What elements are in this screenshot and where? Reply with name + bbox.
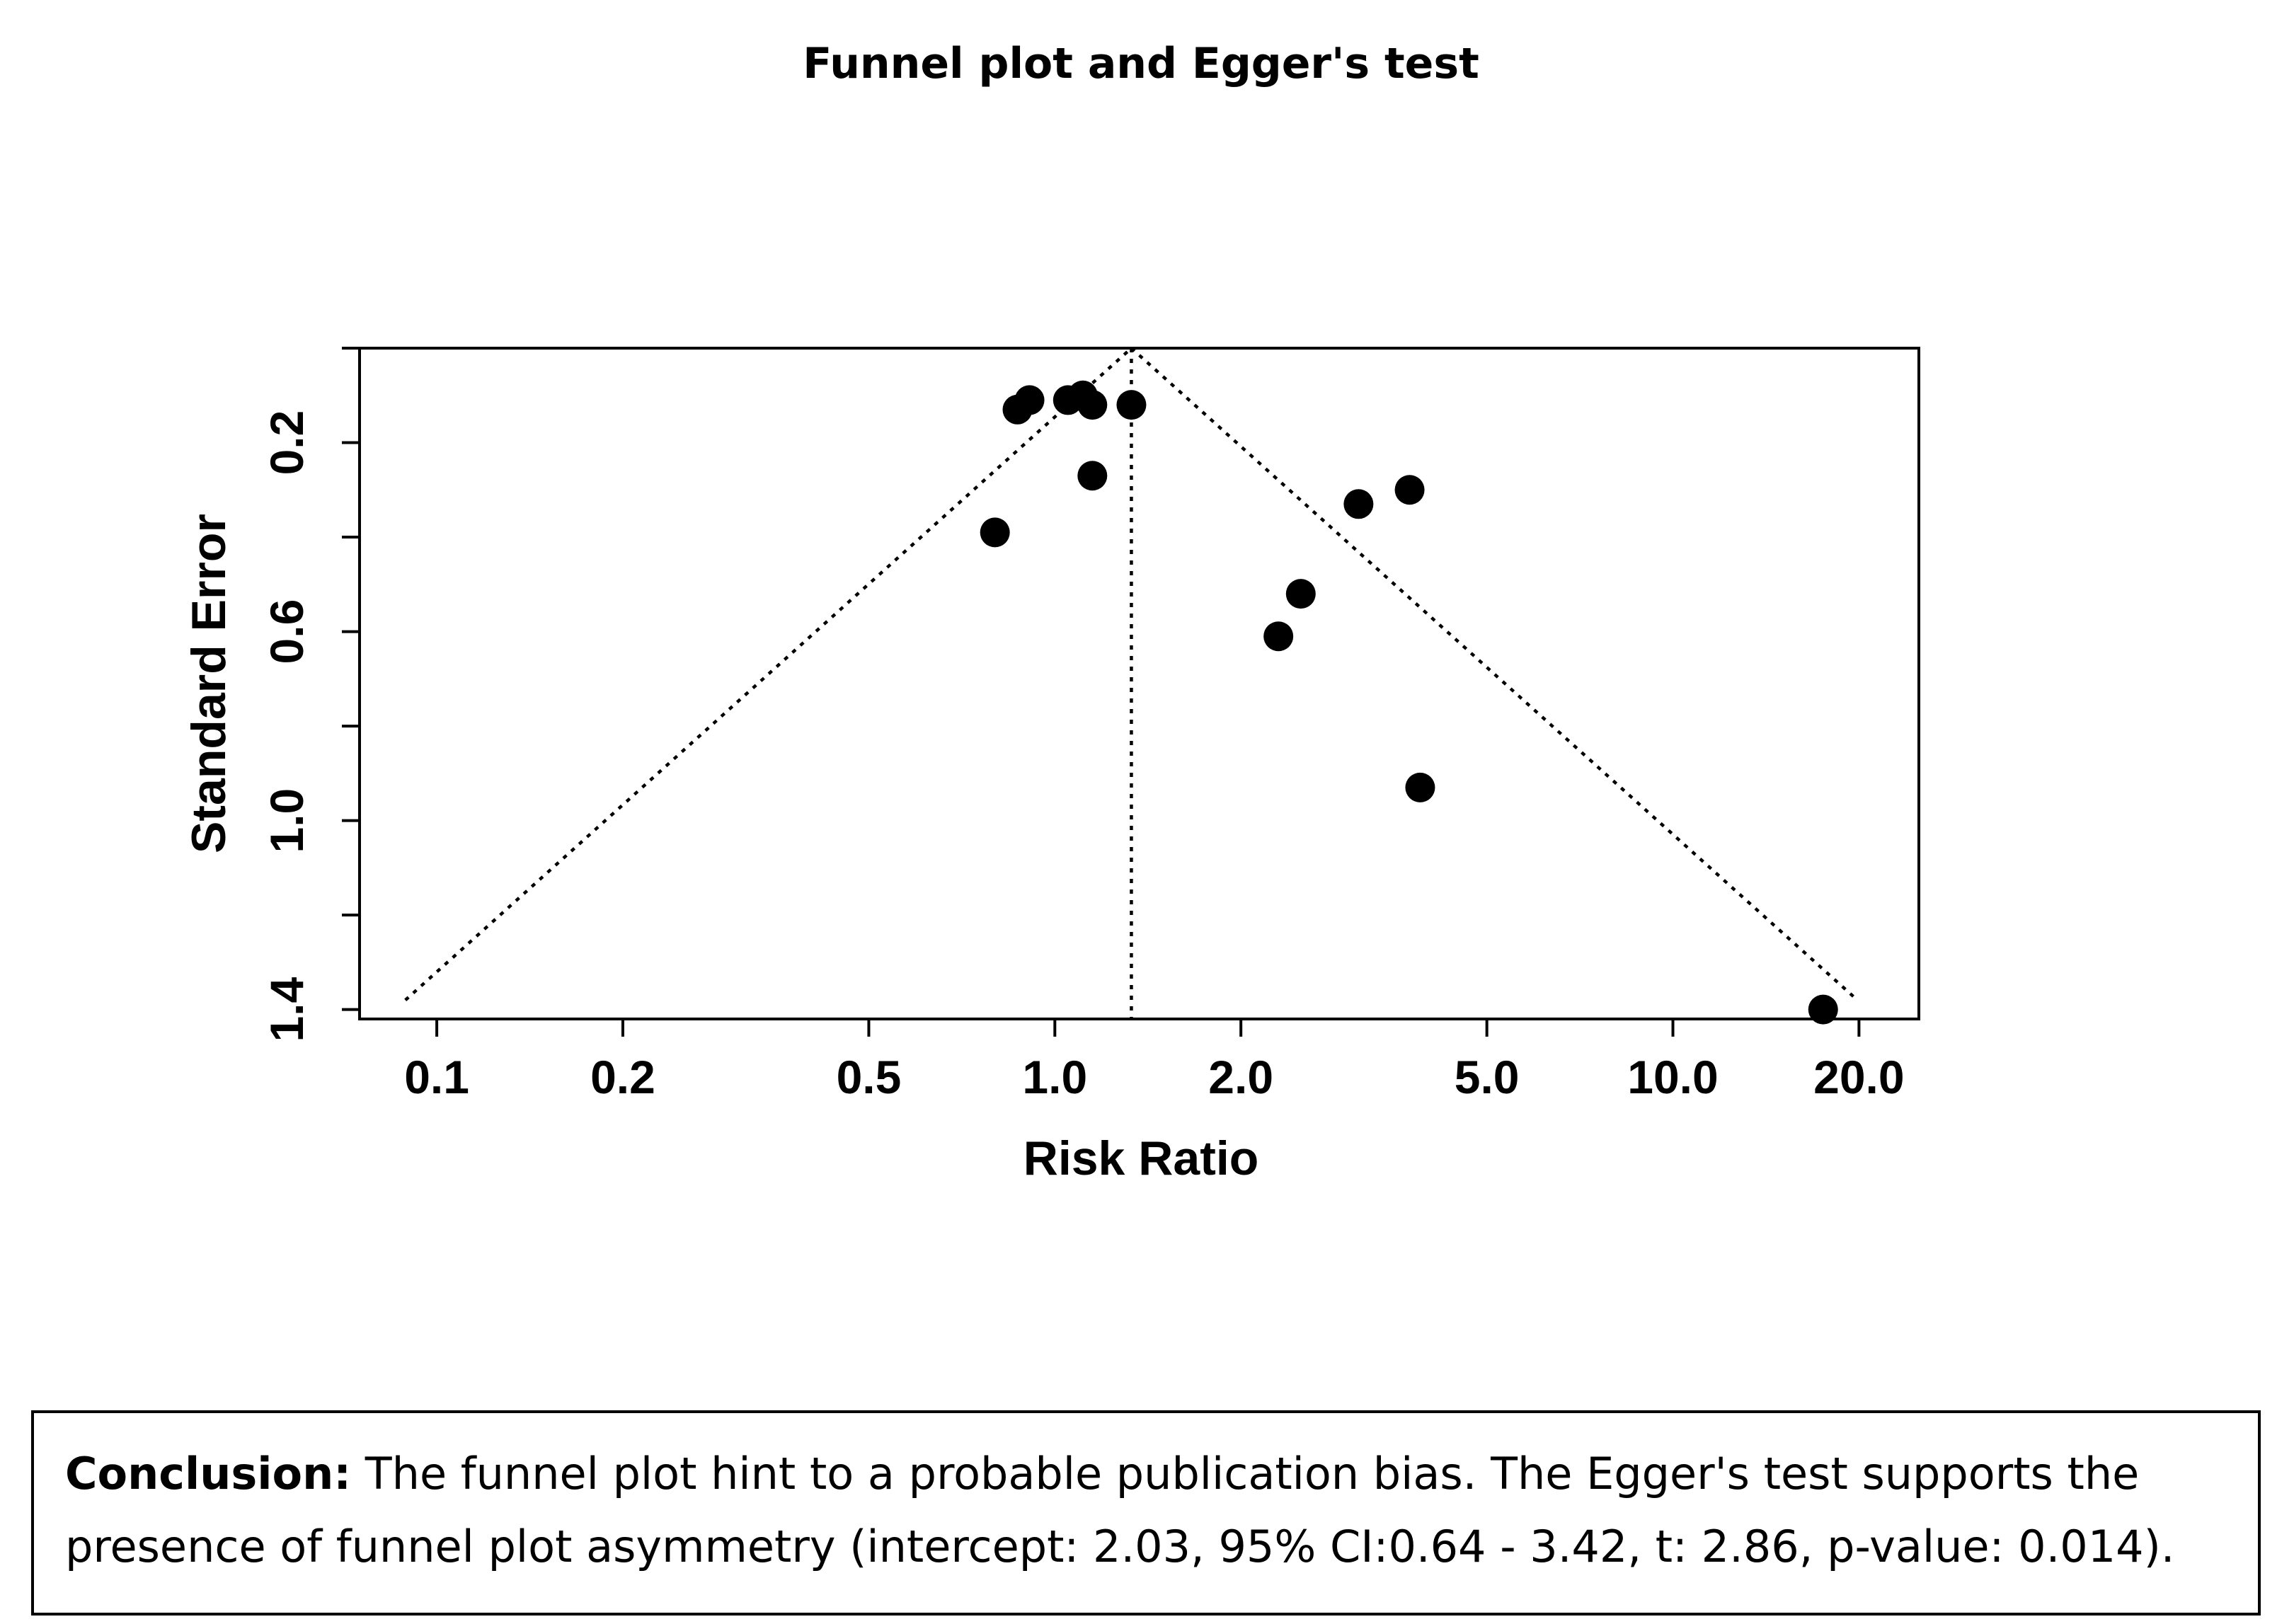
conclusion-box: Conclusion: The funnel plot hint to a pr…	[31, 1410, 2261, 1616]
chart-title: Funnel plot and Egger's test	[803, 39, 1479, 88]
plot-frame	[358, 347, 1920, 1020]
x-axis-label: Risk Ratio	[1023, 1131, 1259, 1185]
x-tick-label: 0.5	[837, 1051, 902, 1103]
funnel-left-line	[404, 347, 1132, 1001]
funnel-right-line	[1130, 347, 1859, 1001]
x-tick-label: 1.0	[1022, 1051, 1087, 1103]
conclusion-label: Conclusion:	[65, 1448, 352, 1499]
y-tick-label: 0.2	[260, 410, 313, 476]
study-point	[1808, 994, 1838, 1025]
y-tick-label: 0.6	[260, 599, 313, 664]
y-tick-label: 1.4	[260, 977, 313, 1042]
funnel-lines	[404, 347, 1859, 1019]
study-point	[1394, 475, 1425, 505]
study-point	[1405, 772, 1435, 802]
study-points	[980, 380, 1838, 1025]
x-tick-label: 0.1	[404, 1051, 469, 1103]
x-tick-label: 20.0	[1813, 1051, 1904, 1103]
study-point	[1116, 390, 1147, 420]
x-tick-label: 5.0	[1455, 1051, 1520, 1103]
y-axis-label: Standard Error	[182, 514, 236, 853]
x-axis: 0.1 0.2 0.5 1.0 2.0 5.0 10.0 20.0	[404, 1018, 1905, 1103]
study-point	[980, 517, 1010, 548]
study-point	[1077, 461, 1108, 491]
study-point	[1343, 489, 1374, 519]
study-point	[1014, 385, 1045, 415]
study-point	[1285, 579, 1316, 609]
x-tick-label: 2.0	[1208, 1051, 1273, 1103]
x-tick-label: 10.0	[1627, 1051, 1718, 1103]
study-point	[1077, 390, 1108, 420]
y-axis: 0.2 0.6 1.0 1.4	[260, 347, 361, 1042]
study-point	[1263, 621, 1294, 652]
x-tick-label: 0.2	[590, 1051, 655, 1103]
y-tick-label: 1.0	[260, 788, 313, 853]
conclusion-text: The funnel plot hint to a probable publi…	[65, 1448, 2175, 1572]
